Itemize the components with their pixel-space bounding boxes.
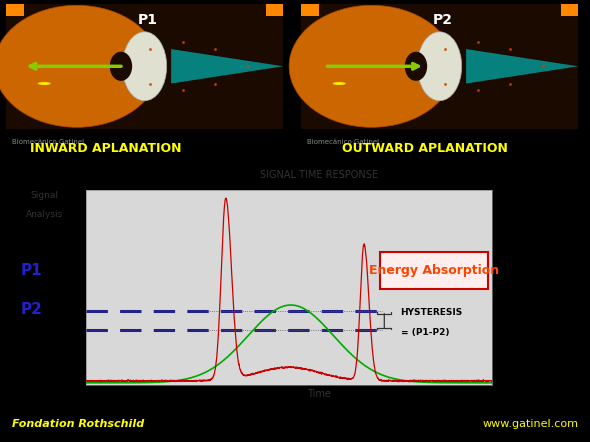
Ellipse shape [418, 32, 461, 101]
Text: Signal: Signal [30, 191, 58, 200]
Text: HYSTERESIS: HYSTERESIS [401, 309, 463, 317]
Ellipse shape [333, 82, 346, 85]
FancyBboxPatch shape [380, 251, 488, 290]
Text: www.gatinel.com: www.gatinel.com [482, 419, 578, 429]
FancyBboxPatch shape [6, 4, 283, 129]
FancyBboxPatch shape [266, 4, 283, 16]
Ellipse shape [110, 52, 132, 81]
Ellipse shape [38, 82, 51, 85]
Text: INWARD APLANATION: INWARD APLANATION [31, 141, 182, 155]
Ellipse shape [123, 32, 167, 101]
Text: P2: P2 [21, 302, 42, 317]
FancyBboxPatch shape [301, 4, 578, 129]
Text: SIGNAL TIME RESPONSE: SIGNAL TIME RESPONSE [260, 170, 378, 179]
Text: OUTWARD APLANATION: OUTWARD APLANATION [342, 141, 508, 155]
FancyBboxPatch shape [6, 4, 24, 16]
Text: P1: P1 [21, 263, 42, 278]
Ellipse shape [405, 52, 427, 81]
Text: Biomecânico Gatinel: Biomecânico Gatinel [307, 139, 379, 145]
Text: Time: Time [307, 389, 330, 400]
Ellipse shape [0, 5, 159, 127]
Text: P2: P2 [432, 13, 453, 27]
Text: Energy Absorption: Energy Absorption [369, 264, 499, 277]
Polygon shape [466, 49, 578, 84]
Text: Analysis: Analysis [25, 210, 63, 219]
Text: P1: P1 [137, 13, 158, 27]
Text: Fondation Rothschild: Fondation Rothschild [12, 419, 144, 429]
Text: Biomecânico Gatinel: Biomecânico Gatinel [12, 139, 84, 145]
Text: = (P1-P2): = (P1-P2) [401, 328, 449, 337]
Polygon shape [171, 49, 283, 84]
FancyBboxPatch shape [301, 4, 319, 16]
Ellipse shape [289, 5, 454, 127]
FancyBboxPatch shape [560, 4, 578, 16]
